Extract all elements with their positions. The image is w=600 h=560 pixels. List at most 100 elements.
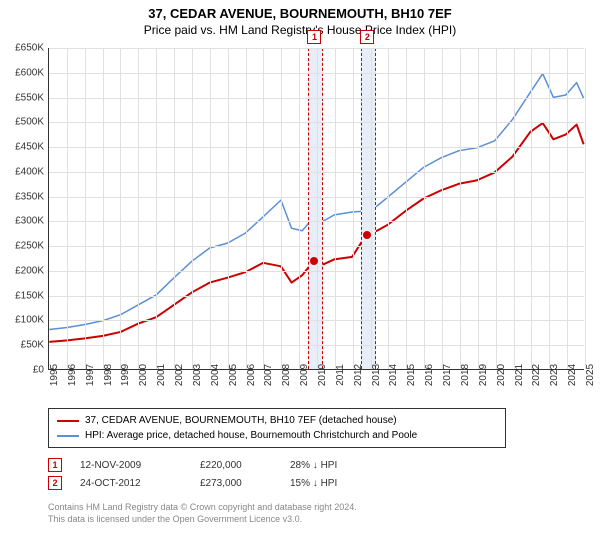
- transaction-date: 12-NOV-2009: [80, 460, 200, 471]
- gridline-v: [174, 48, 175, 369]
- gridline-v: [478, 48, 479, 369]
- x-tick-label: 2004: [210, 364, 221, 386]
- gridline-v: [496, 48, 497, 369]
- y-tick-label: £450K: [15, 142, 44, 153]
- transaction-row-marker: 2: [48, 476, 62, 490]
- x-tick-label: 2017: [442, 364, 453, 386]
- x-tick-label: 1995: [49, 364, 60, 386]
- y-tick-label: £200K: [15, 265, 44, 276]
- legend-label: 37, CEDAR AVENUE, BOURNEMOUTH, BH10 7EF …: [85, 413, 397, 428]
- x-tick-label: 1999: [120, 364, 131, 386]
- x-tick-label: 2018: [460, 364, 471, 386]
- x-tick-label: 2008: [281, 364, 292, 386]
- x-tick-label: 2021: [514, 364, 525, 386]
- y-tick-label: £0: [33, 365, 44, 376]
- chart-container: { "title": "37, CEDAR AVENUE, BOURNEMOUT…: [0, 0, 600, 560]
- y-tick-label: £400K: [15, 166, 44, 177]
- x-tick-label: 2011: [335, 364, 346, 386]
- x-tick-label: 2002: [174, 364, 185, 386]
- gridline-v: [246, 48, 247, 369]
- x-tick-label: 2003: [192, 364, 203, 386]
- x-tick-label: 1997: [85, 364, 96, 386]
- gridline-v: [567, 48, 568, 369]
- y-tick-label: £250K: [15, 241, 44, 252]
- transaction-delta: 15% ↓ HPI: [290, 478, 390, 489]
- transaction-delta: 28% ↓ HPI: [290, 460, 390, 471]
- x-tick-label: 2010: [317, 364, 328, 386]
- y-tick-label: £100K: [15, 315, 44, 326]
- x-tick-label: 2014: [388, 364, 399, 386]
- x-tick-label: 2024: [567, 364, 578, 386]
- gridline-v: [138, 48, 139, 369]
- gridline-v: [549, 48, 550, 369]
- gridline-v: [210, 48, 211, 369]
- chart-title: 37, CEDAR AVENUE, BOURNEMOUTH, BH10 7EF: [0, 6, 600, 21]
- gridline-v: [299, 48, 300, 369]
- transaction-price: £273,000: [200, 478, 290, 489]
- legend: 37, CEDAR AVENUE, BOURNEMOUTH, BH10 7EF …: [48, 408, 506, 448]
- gridline-v: [228, 48, 229, 369]
- transaction-price: £220,000: [200, 460, 290, 471]
- gridline-v: [442, 48, 443, 369]
- gridline-v: [192, 48, 193, 369]
- y-tick-label: £600K: [15, 67, 44, 78]
- x-tick-label: 2016: [424, 364, 435, 386]
- transaction-dot: [310, 257, 318, 265]
- gridline-v: [424, 48, 425, 369]
- x-tick-label: 2009: [299, 364, 310, 386]
- x-tick-label: 1996: [67, 364, 78, 386]
- plot-area: £0£50K£100K£150K£200K£250K£300K£350K£400…: [48, 48, 584, 370]
- x-tick-label: 2020: [496, 364, 507, 386]
- gridline-v: [514, 48, 515, 369]
- x-tick-label: 2007: [263, 364, 274, 386]
- x-tick-label: 2005: [228, 364, 239, 386]
- transactions-table: 1 12-NOV-2009£220,00028% ↓ HPI 2 24-OCT-201…: [48, 456, 390, 492]
- transaction-date: 24-OCT-2012: [80, 478, 200, 489]
- transaction-row: 2 24-OCT-2012£273,00015% ↓ HPI: [48, 474, 390, 492]
- x-tick-label: 2013: [371, 364, 382, 386]
- x-tick-label: 1998: [103, 364, 114, 386]
- gridline-v: [263, 48, 264, 369]
- y-tick-label: £650K: [15, 43, 44, 54]
- y-tick-label: £150K: [15, 290, 44, 301]
- x-tick-label: 2000: [138, 364, 149, 386]
- gridline-v: [371, 48, 372, 369]
- gridline-v: [156, 48, 157, 369]
- gridline-v: [120, 48, 121, 369]
- chart-subtitle: Price paid vs. HM Land Registry's House …: [0, 23, 600, 37]
- x-tick-label: 2001: [156, 364, 167, 386]
- gridline-v: [460, 48, 461, 369]
- x-tick-label: 2006: [246, 364, 257, 386]
- gridline-v: [67, 48, 68, 369]
- transaction-row-marker: 1: [48, 458, 62, 472]
- transaction-marker: 1: [307, 30, 321, 44]
- y-tick-label: £350K: [15, 191, 44, 202]
- y-tick-label: £50K: [21, 340, 44, 351]
- x-tick-label: 2022: [531, 364, 542, 386]
- y-tick-label: £500K: [15, 117, 44, 128]
- gridline-v: [335, 48, 336, 369]
- transaction-dot: [363, 231, 371, 239]
- gridline-v: [531, 48, 532, 369]
- x-tick-label: 2025: [585, 364, 596, 386]
- license-text: Contains HM Land Registry data © Crown c…: [48, 502, 357, 525]
- gridline-v: [406, 48, 407, 369]
- y-tick-label: £550K: [15, 92, 44, 103]
- x-tick-label: 2012: [353, 364, 364, 386]
- gridline-v: [353, 48, 354, 369]
- gridline-v: [103, 48, 104, 369]
- legend-label: HPI: Average price, detached house, Bour…: [85, 428, 417, 443]
- legend-item: 37, CEDAR AVENUE, BOURNEMOUTH, BH10 7EF …: [57, 413, 497, 428]
- x-tick-label: 2023: [549, 364, 560, 386]
- legend-item: HPI: Average price, detached house, Bour…: [57, 428, 497, 443]
- gridline-v: [85, 48, 86, 369]
- gridline-v: [281, 48, 282, 369]
- x-tick-label: 2015: [406, 364, 417, 386]
- y-tick-label: £300K: [15, 216, 44, 227]
- gridline-v: [585, 48, 586, 369]
- legend-swatch: [57, 435, 79, 437]
- legend-swatch: [57, 420, 79, 422]
- license-line-2: This data is licensed under the Open Gov…: [48, 514, 357, 526]
- transaction-row: 1 12-NOV-2009£220,00028% ↓ HPI: [48, 456, 390, 474]
- x-tick-label: 2019: [478, 364, 489, 386]
